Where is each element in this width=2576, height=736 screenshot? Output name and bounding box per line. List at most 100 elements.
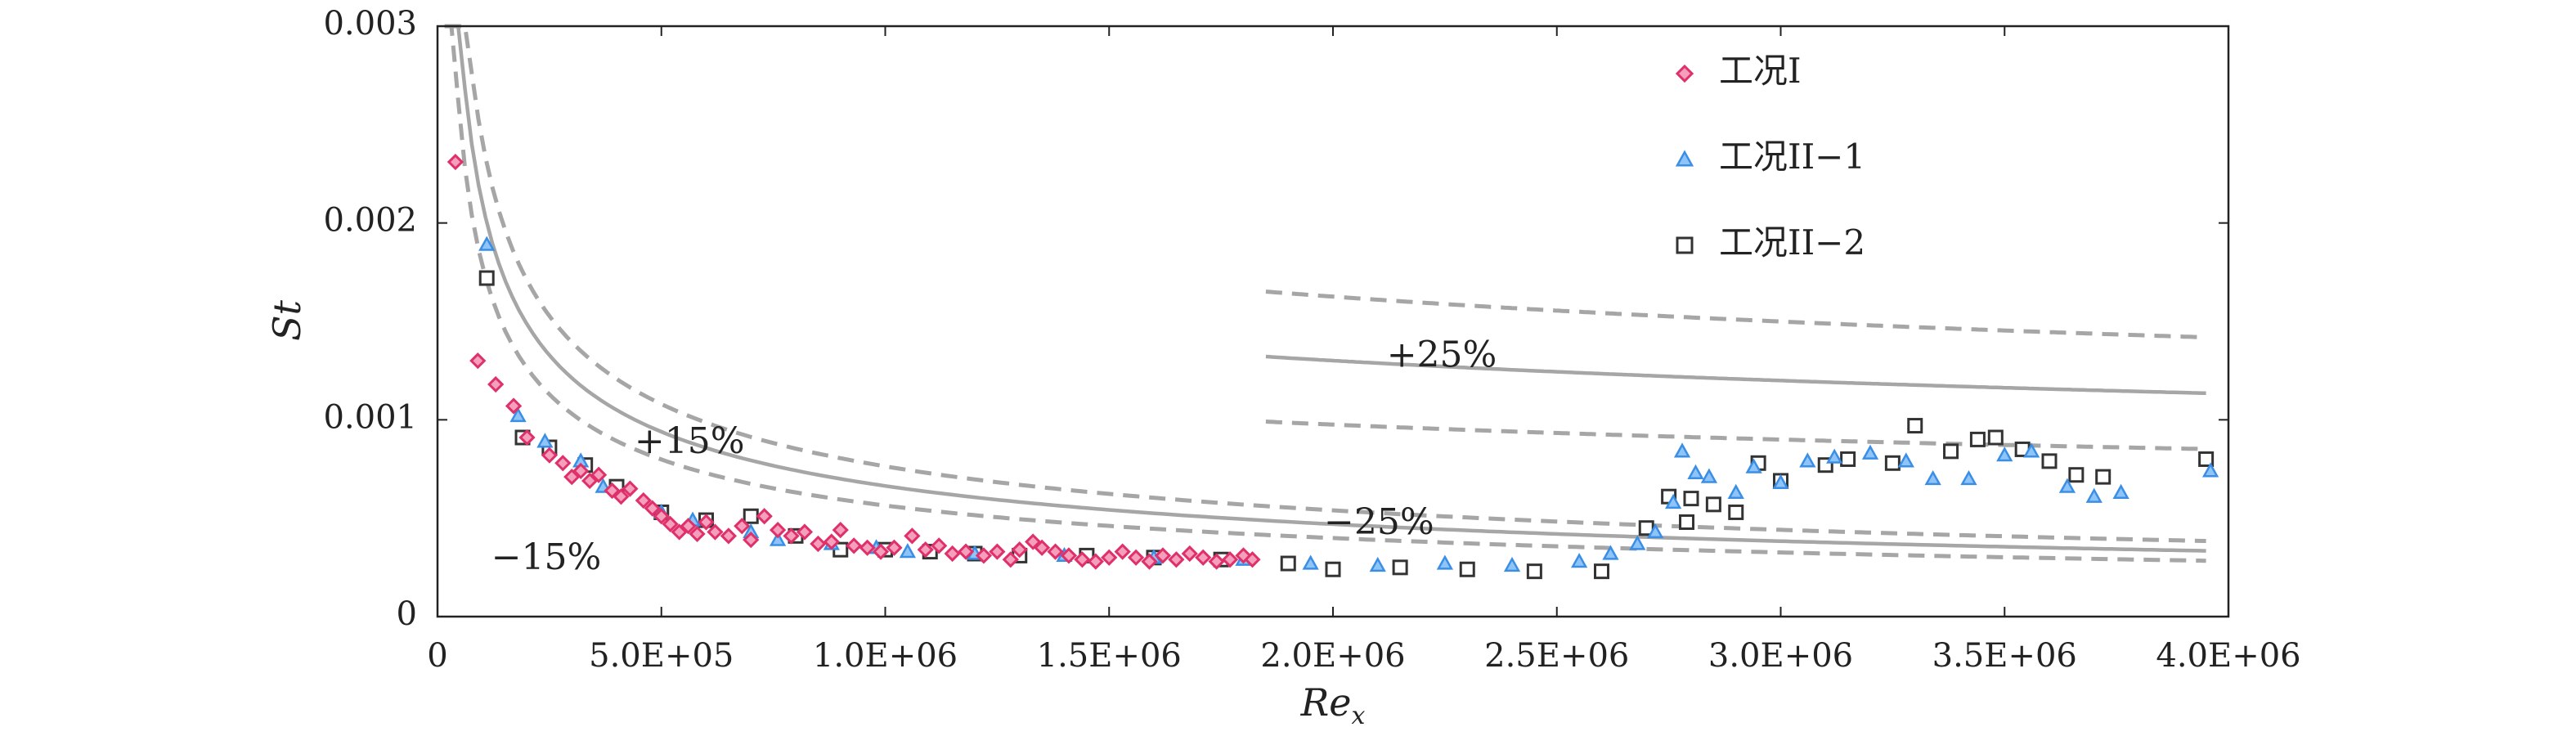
data-point-diamond: [689, 525, 706, 543]
legend-marker-diamond: [1675, 64, 1694, 83]
data-point-diamond: [644, 500, 661, 517]
data-point-triangle: [2112, 483, 2129, 500]
data-point-triangle: [2058, 478, 2076, 493]
data-point-diamond: [554, 455, 572, 472]
data-point-diamond: [680, 518, 697, 535]
data-point-diamond: [931, 537, 948, 554]
data-point-diamond: [1195, 549, 1212, 566]
data-point-diamond: [886, 539, 903, 556]
data-point-square: [1683, 491, 1699, 507]
legend-label: 工况II−2: [1719, 222, 1865, 263]
data-point-diamond: [1060, 547, 1078, 564]
x-axis-title-main: Re: [1300, 680, 1352, 725]
x-tick-label: 2.0E+06: [1260, 637, 1405, 675]
data-point-diamond: [1154, 547, 1172, 564]
data-point-triangle: [769, 531, 787, 546]
laminar-minus15-line: [444, 24, 2206, 563]
data-point-diamond: [604, 482, 621, 500]
data-point-triangle: [478, 236, 496, 251]
data-point-diamond: [518, 429, 536, 447]
data-point-triangle: [536, 433, 554, 448]
data-point-diamond: [944, 545, 961, 563]
data-point-diamond: [783, 527, 800, 545]
data-point-square: [2198, 451, 2215, 467]
data-point-diamond: [796, 523, 814, 541]
data-point-diamond: [989, 543, 1006, 560]
data-point-diamond: [613, 488, 630, 505]
data-point-triangle: [1302, 554, 1319, 570]
data-point-triangle: [1996, 447, 2013, 462]
data-point-square: [1907, 418, 1923, 434]
data-point-diamond: [662, 515, 679, 533]
legend-label: 工况II−1: [1719, 137, 1865, 177]
data-point-triangle: [1629, 535, 1646, 550]
data-point-diamond: [707, 523, 724, 541]
data-point-triangle: [2201, 462, 2219, 478]
data-point-square: [2068, 467, 2085, 483]
x-tick-label: 3.0E+06: [1708, 637, 1853, 675]
data-point-triangle: [1602, 545, 1619, 560]
data-point-diamond: [1244, 551, 1261, 568]
data-point-diamond: [590, 466, 608, 483]
x-tick-label: 2.5E+06: [1484, 637, 1629, 675]
y-tick-label: 0.003: [323, 5, 417, 43]
data-point-triangle: [2085, 487, 2103, 503]
data-point-diamond: [653, 508, 670, 525]
data-point-square: [1280, 555, 1296, 572]
data-point-diamond: [832, 521, 849, 539]
data-point-triangle: [1664, 493, 1682, 509]
y-tick-label: 0.001: [323, 398, 417, 436]
data-point-diamond: [671, 523, 688, 541]
y-tick-label: 0: [397, 595, 417, 633]
data-point-diamond: [859, 539, 876, 556]
data-point-triangle: [1745, 458, 1762, 473]
data-point-triangle: [1571, 553, 1588, 568]
y-tick-label: 0.002: [323, 202, 417, 240]
x-tick-label: 4.0E+06: [2156, 637, 2300, 675]
data-point-diamond: [810, 535, 827, 553]
x-tick-label: 1.5E+06: [1037, 637, 1182, 675]
turbulent-fit-line: [1265, 354, 2206, 396]
data-point-diamond: [505, 397, 523, 415]
x-tick-label: 5.0E+05: [589, 637, 734, 675]
data-point-square: [1969, 431, 1986, 447]
data-point-diamond: [541, 447, 558, 464]
data-point-diamond: [957, 543, 975, 560]
data-point-diamond: [756, 508, 773, 525]
turbulent-plus25-line: [1265, 289, 2206, 339]
data-point-triangle: [1436, 554, 1453, 570]
data-point-diamond: [846, 537, 863, 554]
data-point-triangle: [1687, 464, 1704, 479]
data-point-triangle: [2022, 442, 2040, 458]
laminar-fit-line: [444, 24, 2206, 553]
data-point-square: [1728, 504, 1744, 520]
data-point-diamond: [1168, 551, 1185, 568]
data-point-triangle: [899, 543, 916, 559]
x-axis-title-subscript: x: [1351, 702, 1365, 730]
data-point-triangle: [1826, 448, 1843, 464]
data-point-triangle: [1924, 469, 1941, 486]
data-point-diamond: [904, 527, 921, 545]
axis-ticks: 0 5.0E+05 1.0E+06 1.5E+06 2.0E+06 2.5E+06 3.0E…: [323, 5, 2300, 675]
data-point-diamond: [622, 480, 639, 497]
legend-marker-triangle: [1675, 150, 1694, 167]
x-axis-title: Rex: [1300, 680, 1366, 730]
data-point-square: [2041, 453, 2058, 469]
data-point-diamond: [743, 532, 760, 549]
band-annotations: +15% −15% +25% −25%: [491, 334, 1497, 578]
data-point-triangle: [1673, 442, 1691, 458]
data-point-diamond: [769, 521, 787, 539]
data-point-diamond: [698, 514, 715, 531]
data-point-diamond: [572, 462, 590, 480]
data-point-diamond: [1101, 549, 1118, 566]
data-point-diamond: [1127, 549, 1145, 566]
y-axis-title: St: [265, 299, 309, 341]
x-tick-label: 0: [427, 637, 447, 675]
x-tick-label: 1.0E+06: [813, 637, 958, 675]
data-point-diamond: [872, 543, 890, 560]
data-point-square: [1987, 429, 2004, 446]
data-point-square: [1840, 451, 1856, 467]
data-point-square: [743, 508, 759, 524]
